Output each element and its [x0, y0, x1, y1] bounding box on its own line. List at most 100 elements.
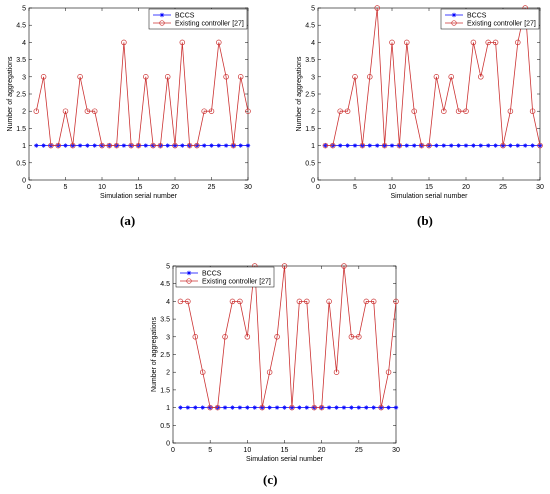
data-point [85, 143, 90, 148]
data-point [463, 143, 469, 148]
data-point [245, 108, 251, 114]
data-point [326, 405, 332, 410]
legend-label: Existing controller [27] [467, 20, 536, 27]
data-point [486, 143, 491, 148]
legend-label: BCCS [467, 12, 487, 19]
data-point [485, 39, 491, 46]
y-tick-label: 4 [166, 299, 170, 306]
data-point [252, 405, 257, 410]
data-point [530, 143, 535, 148]
y-tick-label: 1.5 [160, 387, 170, 394]
data-point [70, 142, 76, 149]
data-point [267, 405, 272, 410]
x-tick-label: 0 [316, 184, 320, 191]
y-axis-label: Number of aggregations [7, 56, 14, 132]
chart-panel-b: 0 0.5 1 1.5 2 2.5 3 3.5 4 4.5 5 0 5 10 15 20 25 30 Simulat… [285, 0, 550, 237]
x-tick-label: 30 [244, 184, 252, 191]
y-tick-label: 2 [311, 109, 315, 116]
data-point [192, 334, 199, 340]
x-tick-label: 10 [98, 184, 106, 191]
data-point [62, 108, 69, 114]
y-tick-label: 1 [311, 143, 315, 150]
legend-marker [451, 12, 457, 18]
data-point [456, 143, 461, 148]
y-tick-label: 2.5 [160, 352, 170, 359]
legend-box [440, 8, 540, 30]
data-point [237, 298, 243, 305]
data-point [202, 143, 207, 148]
data-point [200, 405, 205, 410]
y-tick-label: 3.5 [16, 57, 26, 64]
data-point [164, 74, 171, 80]
x-tick-label: 30 [536, 184, 544, 191]
data-point [207, 404, 213, 411]
data-point [230, 405, 235, 410]
series-line-existing-controller [35, 42, 249, 147]
data-point [338, 143, 343, 148]
data-point [55, 142, 61, 149]
x-tick-label: 10 [388, 184, 396, 191]
y-tick-label: 3 [311, 74, 315, 81]
data-point [426, 142, 432, 149]
data-point [500, 142, 506, 149]
data-point [216, 39, 222, 46]
data-point [507, 108, 514, 114]
data-point [356, 405, 362, 410]
series-line-existing-controller [325, 7, 541, 147]
data-point [393, 298, 399, 305]
data-point [143, 74, 149, 80]
legend-label: Existing controller [27] [175, 20, 244, 27]
data-point [84, 108, 91, 114]
data-point [304, 405, 309, 410]
legend-box [148, 8, 248, 30]
data-point [33, 108, 40, 114]
plot-area [28, 7, 249, 181]
data-point [359, 142, 366, 149]
data-point [385, 369, 392, 375]
data-point [245, 143, 251, 148]
data-point [40, 74, 47, 80]
y-tick-label: 0 [166, 441, 170, 448]
data-point [121, 39, 127, 46]
x-tick-label: 15 [135, 184, 143, 191]
data-point [523, 143, 528, 148]
data-point [326, 298, 332, 305]
data-point [135, 142, 142, 149]
data-point [216, 143, 221, 148]
y-axis-label: Number of aggregations [296, 56, 303, 132]
data-point [266, 369, 273, 375]
data-point [143, 143, 148, 148]
data-point [282, 405, 287, 410]
x-tick-label: 20 [462, 184, 470, 191]
x-tick-label: 0 [171, 447, 175, 454]
data-point [455, 108, 462, 114]
y-tick-label: 3.5 [305, 57, 315, 64]
data-point [237, 74, 244, 80]
chart-b: 0 0.5 1 1.5 2 2.5 3 3.5 4 4.5 5 0 5 10 15 20 25 30 Simulat… [296, 5, 544, 200]
data-point [411, 108, 417, 114]
data-point [193, 405, 198, 410]
legend-marker [159, 20, 165, 26]
data-point [201, 108, 207, 114]
data-point [229, 298, 236, 305]
x-tick-label: 0 [27, 184, 31, 191]
plot-area [172, 265, 397, 444]
x-tick-label: 5 [64, 184, 68, 191]
chart-a: 0 0.5 1 1.5 2 2.5 3 3.5 4 4.5 5 0 5 10 15 20 25 30 Simulat… [7, 6, 252, 201]
x-tick-label: 25 [355, 447, 363, 454]
x-tick-label: 10 [243, 447, 251, 454]
legend-label: Existing controller [27] [202, 278, 271, 285]
data-point [297, 405, 302, 410]
data-point [281, 263, 288, 269]
data-point [311, 404, 317, 411]
y-tick-label: 0.5 [16, 160, 26, 167]
x-axis-label: Simulation serial number [246, 456, 324, 463]
y-tick-label: 5 [166, 264, 170, 271]
data-point [381, 142, 388, 149]
y-tick-label: 0 [22, 178, 26, 185]
data-point [515, 39, 521, 46]
data-point [363, 298, 370, 305]
data-point [371, 405, 376, 410]
y-tick-label: 3 [22, 74, 26, 81]
data-point [374, 5, 380, 11]
